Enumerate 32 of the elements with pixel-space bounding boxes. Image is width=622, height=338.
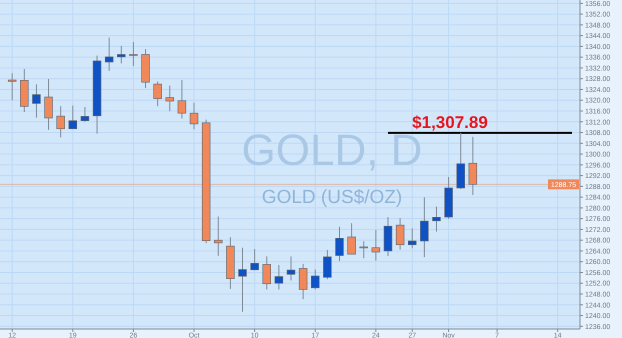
candlestick (178, 80, 186, 120)
candlestick (432, 206, 441, 232)
candlestick (68, 105, 78, 130)
candlestick (274, 264, 284, 290)
candlestick (80, 106, 90, 122)
candlestick (396, 218, 404, 250)
candlestick (238, 247, 247, 312)
candlestick (298, 263, 308, 300)
candlestick (190, 102, 198, 130)
candlestick (214, 216, 223, 256)
candlestick (408, 228, 416, 249)
candlestick (335, 226, 344, 262)
candlestick (311, 269, 320, 290)
candlestick (468, 136, 478, 196)
candlestick (117, 45, 126, 64)
candlestick (166, 85, 174, 112)
candlestick (372, 229, 380, 262)
candlestick (104, 37, 114, 72)
candlestick (153, 80, 162, 107)
candlestick (262, 256, 271, 290)
candlestick (44, 78, 53, 130)
candlestick (359, 240, 368, 259)
candlestick (420, 196, 429, 258)
candlestick (347, 222, 356, 255)
candlestick (56, 106, 65, 138)
candlestick (8, 72, 16, 101)
candlestick (32, 84, 41, 118)
candlestick (129, 42, 138, 67)
text: GOLD (US$/OZ) (262, 187, 402, 208)
candlestick (250, 248, 259, 271)
candlestick (323, 249, 332, 280)
candlestick (286, 256, 296, 282)
